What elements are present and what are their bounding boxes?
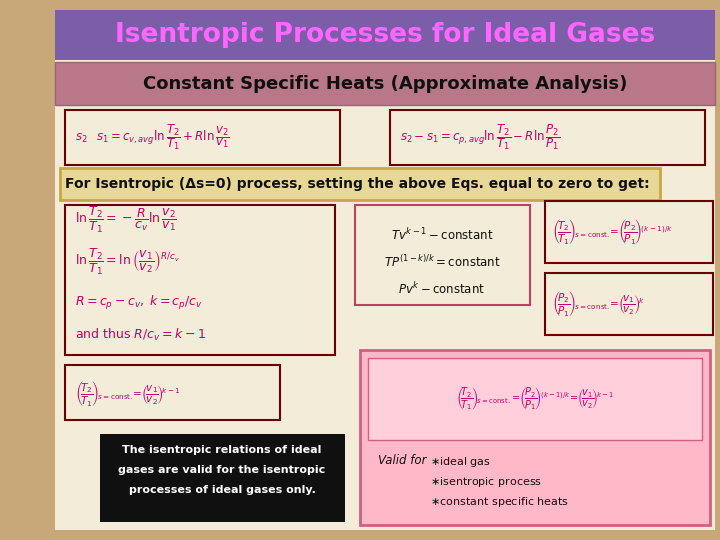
Text: $\left(\!\dfrac{P_2}{P_1}\!\right)_{\!s=\mathrm{const.}}\!\! = \!\left(\!\dfrac{: $\left(\!\dfrac{P_2}{P_1}\!\right)_{\!s=… [552, 289, 645, 319]
Text: $R = c_p - c_v, \; k = c_p/c_v$: $R = c_p - c_v, \; k = c_p/c_v$ [75, 294, 203, 312]
Text: $TP^{(1-k)/k} = \mathrm{constant}$: $TP^{(1-k)/k} = \mathrm{constant}$ [384, 254, 500, 270]
Text: $s_2 \;\;\; s_1 = c_{v,avg} \ln \dfrac{T_2}{T_1} + R \ln \dfrac{v_2}{v_1}$: $s_2 \;\;\; s_1 = c_{v,avg} \ln \dfrac{T… [75, 122, 230, 152]
Bar [65, 365, 280, 420]
Bar [65, 205, 335, 355]
Text: $\ast$ideal gas: $\ast$ideal gas [430, 455, 491, 469]
Bar [545, 201, 713, 263]
Bar [55, 62, 715, 105]
Bar [100, 434, 345, 522]
Text: $s_2 - s_1 = c_{p,avg} \ln \dfrac{T_2}{T_1} - R \ln \dfrac{P_2}{P_1}$: $s_2 - s_1 = c_{p,avg} \ln \dfrac{T_2}{T… [400, 122, 560, 152]
Text: $Pv^k - \mathrm{constant}$: $Pv^k - \mathrm{constant}$ [398, 281, 485, 297]
Text: $Tv^{k-1} - \mathrm{constant}$: $Tv^{k-1} - \mathrm{constant}$ [391, 227, 493, 243]
Text: $\ast$constant specific heats: $\ast$constant specific heats [430, 495, 569, 509]
Bar [545, 273, 713, 335]
Bar [65, 110, 340, 165]
Text: $\mathrm{and\ thus}\ R/c_v = k - 1$: $\mathrm{and\ thus}\ R/c_v = k - 1$ [75, 327, 206, 343]
Bar [360, 350, 710, 525]
Text: $\left(\!\dfrac{T_2}{T_1}\!\right)_{\!s=\mathrm{const.}}\!\! = \!\left(\!\dfrac{: $\left(\!\dfrac{T_2}{T_1}\!\right)_{\!s=… [75, 379, 181, 408]
Text: $\left(\!\dfrac{T_2}{T_1}\!\right)_{\!s=\mathrm{const.}}\! = \!\left(\!\dfrac{P_: $\left(\!\dfrac{T_2}{T_1}\!\right)_{\!s=… [456, 386, 614, 413]
Text: $\ln \dfrac{T_2}{T_1} = \ln \left(\dfrac{v_1}{v_2}\right)^{R/c_v}$: $\ln \dfrac{T_2}{T_1} = \ln \left(\dfrac… [75, 247, 180, 277]
Text: $\left(\!\dfrac{T_2}{T_1}\!\right)_{\!s=\mathrm{const.}}\!\! = \!\left(\!\dfrac{: $\left(\!\dfrac{T_2}{T_1}\!\right)_{\!s=… [552, 218, 673, 246]
Text: Constant Specific Heats (Approximate Analysis): Constant Specific Heats (Approximate Ana… [143, 75, 627, 93]
Bar [390, 110, 705, 165]
Text: For Isentropic (Δs=0) process, setting the above Eqs. equal to zero to get:: For Isentropic (Δs=0) process, setting t… [65, 177, 649, 191]
Bar [355, 205, 530, 305]
Text: The isentropic relations of ideal: The isentropic relations of ideal [122, 445, 322, 455]
Text: gases are valid for the isentropic: gases are valid for the isentropic [118, 465, 325, 475]
Bar [368, 358, 702, 440]
Text: $\ast$isentropic process: $\ast$isentropic process [430, 475, 542, 489]
Text: $\ln \dfrac{T_2}{T_1} = -\dfrac{R}{c_v} \ln \dfrac{v_2}{v_1}$: $\ln \dfrac{T_2}{T_1} = -\dfrac{R}{c_v} … [75, 205, 177, 235]
Text: Isentropic Processes for Ideal Gases: Isentropic Processes for Ideal Gases [115, 22, 655, 48]
Text: processes of ideal gases only.: processes of ideal gases only. [129, 485, 315, 495]
Bar [55, 10, 715, 60]
Text: Valid for: Valid for [378, 454, 426, 467]
Bar [60, 168, 660, 200]
